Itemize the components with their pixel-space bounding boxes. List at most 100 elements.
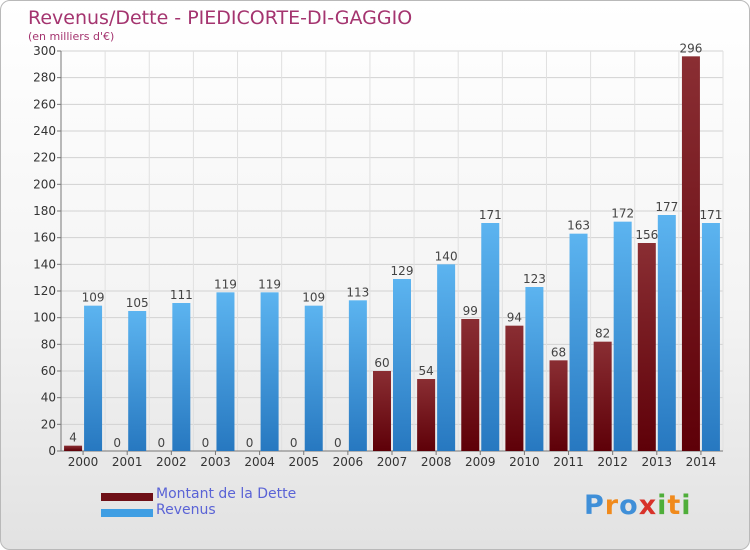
y-tick-label: 160 <box>33 231 56 245</box>
data-label-dette: 296 <box>679 41 702 55</box>
y-tick-label: 140 <box>33 257 56 271</box>
bar-revenus <box>525 287 544 451</box>
bar-dette <box>681 56 700 451</box>
data-labels: 4 109 0 105 0 111 0 119 0 119 0 109 0 113 60 129 54 140 99… <box>69 41 722 450</box>
data-label-revenus: 119 <box>258 277 281 291</box>
logo-letter: i <box>681 490 692 521</box>
data-label-revenus: 119 <box>214 277 237 291</box>
data-label-dette: 60 <box>374 356 389 370</box>
chart-title: Revenus/Dette - PIEDICORTE-DI-GAGGIO <box>28 7 413 29</box>
bar-revenus <box>216 292 235 451</box>
y-tick-label: 280 <box>33 71 56 85</box>
data-label-revenus: 113 <box>346 285 369 299</box>
y-tick-label: 100 <box>33 311 56 325</box>
bar-dette <box>505 325 524 451</box>
data-label-revenus: 129 <box>391 264 414 278</box>
y-tick-label: 20 <box>41 417 56 431</box>
x-tick-label: 2011 <box>553 455 584 469</box>
data-label-dette: 94 <box>507 311 522 325</box>
data-label-revenus: 109 <box>302 291 325 305</box>
y-tick-label: 240 <box>33 124 56 138</box>
y-tick-label: 200 <box>33 177 56 191</box>
data-label-revenus: 171 <box>479 208 502 222</box>
x-tick-label: 2005 <box>288 455 319 469</box>
data-label-revenus: 163 <box>567 219 590 233</box>
chart-subtitle: (en milliers d'€) <box>28 30 115 43</box>
bar-dette <box>373 371 391 451</box>
bar-dette <box>461 319 480 451</box>
data-label-revenus: 140 <box>435 249 458 263</box>
data-label-revenus: 105 <box>126 296 149 310</box>
legend-swatch-dette <box>101 493 153 501</box>
legend-label-dette: Montant de la Dette <box>156 486 297 502</box>
y-tick-label: 80 <box>41 337 56 351</box>
axes: 0204060801001201401601802002202402602803… <box>33 44 723 469</box>
y-tick-label: 300 <box>33 44 56 58</box>
bar-dette <box>637 243 656 451</box>
logo-letter: t <box>667 490 682 521</box>
logo-letter: r <box>604 490 620 521</box>
data-label-dette: 0 <box>334 436 342 450</box>
data-label-revenus: 177 <box>655 200 678 214</box>
bar-revenus <box>613 221 632 451</box>
x-tick-label: 2008 <box>421 455 452 469</box>
y-tick-label: 120 <box>33 284 56 298</box>
data-label-dette: 0 <box>202 436 210 450</box>
data-label-revenus: 172 <box>611 207 634 221</box>
x-tick-label: 2000 <box>68 455 99 469</box>
x-tick-label: 2001 <box>112 455 143 469</box>
bar-dette <box>549 360 568 451</box>
bar-revenus <box>172 303 191 451</box>
bar-revenus <box>260 292 279 451</box>
legend-swatch-revenus <box>101 509 153 517</box>
bar-revenus <box>348 300 367 451</box>
data-label-dette: 54 <box>418 364 433 378</box>
legend-label-revenus: Revenus <box>156 502 216 518</box>
bar-revenus <box>569 233 588 451</box>
data-label-dette: 82 <box>595 327 610 341</box>
bars <box>64 56 720 451</box>
data-label-dette: 0 <box>113 436 121 450</box>
bar-revenus <box>128 311 147 451</box>
x-tick-label: 2003 <box>200 455 231 469</box>
y-tick-label: 220 <box>33 151 56 165</box>
bar-revenus <box>481 223 500 451</box>
x-tick-label: 2014 <box>686 455 717 469</box>
data-label-revenus: 111 <box>170 288 193 302</box>
logo-letter: o <box>619 490 639 521</box>
data-label-dette: 0 <box>246 436 254 450</box>
data-label-revenus: 171 <box>699 208 722 222</box>
y-tick-label: 260 <box>33 97 56 111</box>
logo-letter: i <box>657 490 668 521</box>
x-tick-label: 2010 <box>509 455 540 469</box>
x-tick-label: 2009 <box>465 455 496 469</box>
x-tick-label: 2007 <box>377 455 408 469</box>
bar-dette <box>64 445 83 451</box>
data-label-revenus: 109 <box>82 291 105 305</box>
y-tick-label: 0 <box>48 444 56 458</box>
bar-revenus <box>657 215 676 451</box>
bar-revenus <box>393 279 411 451</box>
logo-letter: x <box>638 490 658 521</box>
x-tick-label: 2002 <box>156 455 187 469</box>
data-label-dette: 0 <box>290 436 298 450</box>
data-label-dette: 156 <box>635 228 658 242</box>
bar-revenus <box>304 305 323 451</box>
x-tick-label: 2013 <box>642 455 673 469</box>
data-label-dette: 68 <box>551 345 566 359</box>
data-label-dette: 4 <box>69 431 77 445</box>
data-label-dette: 99 <box>463 304 478 318</box>
x-tick-label: 2006 <box>333 455 364 469</box>
y-tick-label: 60 <box>41 364 56 378</box>
bar-revenus <box>437 264 456 451</box>
grid-lines <box>60 50 724 452</box>
proxiti-logo: Proxiti <box>584 490 692 521</box>
bar-revenus <box>84 305 103 451</box>
y-tick-label: 40 <box>41 391 56 405</box>
logo-letter: P <box>584 490 605 521</box>
x-tick-label: 2012 <box>597 455 628 469</box>
bar-dette <box>593 341 612 451</box>
bar-revenus <box>701 223 720 451</box>
